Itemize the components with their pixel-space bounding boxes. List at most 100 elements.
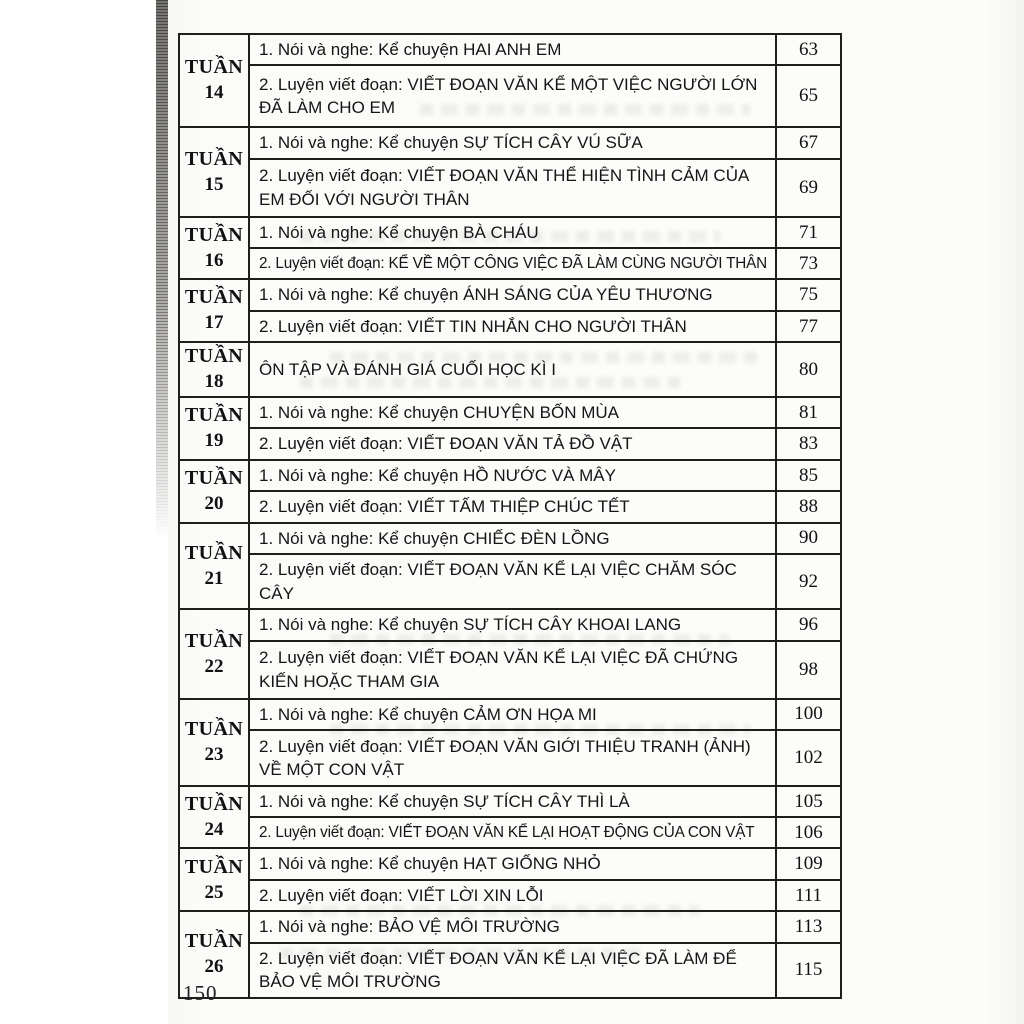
week-label: TUẦN — [184, 792, 244, 815]
week-cell: TUẦN 23 — [178, 697, 250, 788]
page-footer-number: 150 — [183, 981, 218, 1005]
lesson-cell: 2. Luyện viết đoạn: VIẾT TIN NHẮN CHO NG… — [248, 309, 777, 344]
page-number-cell: 106 — [775, 816, 842, 850]
lesson-cell: 1. Nói và nghe: Kể chuyện HAI ANH EM — [248, 32, 777, 67]
week-number: 22 — [204, 655, 224, 677]
page-number-cell: 71 — [775, 215, 842, 250]
week-number: 24 — [204, 818, 224, 840]
table-row: TUẦN 18 ÔN TẬP VÀ ĐÁNH GIÁ CUỐI HỌC KÌ I… — [178, 341, 842, 398]
week-number: 18 — [204, 371, 224, 393]
week-cell: TUẦN 20 — [178, 458, 250, 524]
page-number-cell: 98 — [775, 639, 842, 700]
page-number-cell: 80 — [775, 341, 842, 398]
lesson-cell: 1. Nói và nghe: Kể chuyện CẢM ƠN HỌA MI — [248, 697, 777, 732]
page-number-cell: 100 — [775, 697, 842, 732]
lesson-cell: 2. Luyện viết đoạn: VIẾT ĐOẠN VĂN KỂ LẠI… — [248, 639, 777, 700]
lesson-cell: 2. Luyện viết đoạn: VIẾT ĐOẠN VĂN THỂ HI… — [248, 157, 777, 218]
lesson-cell: 1. Nói và nghe: Kể chuyện SỰ TÍCH CÂY TH… — [248, 785, 777, 819]
week-label: TUẦN — [184, 629, 244, 652]
week-number: 21 — [204, 567, 224, 589]
week-number: 16 — [204, 249, 224, 271]
lesson-cell: 1. Nói và nghe: Kể chuyện HẠT GIỐNG NHỎ — [248, 847, 777, 881]
week-number: 14 — [204, 82, 224, 104]
week-number: 23 — [204, 743, 224, 765]
lesson-cell: 1. Nói và nghe: Kể chuyện BÀ CHÁU — [248, 215, 777, 250]
page-number-cell: 111 — [775, 878, 842, 913]
page-number-cell: 85 — [775, 458, 842, 493]
week-label: TUẦN — [184, 345, 244, 368]
week-cell: TUẦN 19 — [178, 395, 250, 461]
week-cell: TUẦN 14 — [178, 32, 250, 129]
table-row: TUẦN 20 1. Nói và nghe: Kể chuyện HỒ NƯỚ… — [178, 458, 842, 524]
table-row: 2. Luyện viết đoạn: VIẾT ĐOẠN VĂN THỂ HI… — [179, 157, 842, 218]
table-row: TUẦN 14 1. Nói và nghe: Kể chuyện HAI AN… — [178, 32, 842, 129]
week-number: 26 — [204, 956, 224, 978]
lesson-cell: 2. Luyện viết đoạn: VIẾT LỜI XIN LỖI — [248, 878, 777, 913]
week-cell: TUẦN 22 — [178, 608, 250, 700]
page-number-cell: 90 — [775, 521, 842, 556]
page-number-cell: 77 — [775, 309, 842, 344]
page-number-cell: 81 — [775, 395, 842, 430]
book-binding-edge — [156, 0, 168, 540]
lesson-cell: 1. Nói và nghe: Kể chuyện HỒ NƯỚC VÀ MÂY — [248, 458, 777, 493]
week-label: TUẦN — [184, 541, 244, 564]
week-cell: TUẦN 16 — [178, 215, 250, 281]
table-row: TUẦN 25 1. Nói và nghe: Kể chuyện HẠT GI… — [178, 847, 842, 913]
page-number-cell: 102 — [775, 729, 842, 788]
table-row: TUẦN 16 1. Nói và nghe: Kể chuyện BÀ CHÁ… — [178, 215, 842, 281]
week-cell: TUẦN 26 — [178, 910, 250, 999]
week-cell: TUẦN 15 — [178, 126, 250, 218]
week-cell: TUẦN 17 — [178, 278, 250, 344]
lesson-cell: 2. Luyện viết đoạn: VIẾT ĐOẠN VĂN KỂ LẠI… — [248, 941, 777, 999]
table-row: 2. Luyện viết đoạn: VIẾT ĐOẠN VĂN KỂ LẠI… — [179, 941, 842, 999]
table-row: 2. Luyện viết đoạn: VIẾT TẤM THIỆP CHÚC … — [179, 490, 842, 524]
week-label: TUẦN — [184, 466, 244, 489]
lesson-cell: 1. Nói và nghe: Kể chuyện ÁNH SÁNG CỦA Y… — [248, 278, 777, 312]
table-row: TUẦN 19 1. Nói và nghe: Kể chuyện CHUYỆN… — [178, 395, 842, 461]
table-row: TUẦN 26 1. Nói và nghe: BẢO VỆ MÔI TRƯỜN… — [178, 910, 842, 999]
week-label: TUẦN — [184, 223, 244, 246]
lesson-cell: 2. Luyện viết đoạn: VIẾT ĐOẠN VĂN KỂ LẠI… — [248, 816, 777, 850]
table-row: TUẦN 22 1. Nói và nghe: Kể chuyện SỰ TÍC… — [178, 608, 842, 700]
lesson-cell: 1. Nói và nghe: BẢO VỆ MÔI TRƯỜNG — [248, 910, 777, 944]
week-number: 20 — [204, 492, 224, 514]
page-number-cell: 67 — [775, 126, 842, 160]
table-row: TUẦN 23 1. Nói và nghe: Kể chuyện CẢM ƠN… — [178, 697, 842, 788]
page-number-cell: 96 — [775, 608, 842, 642]
table-row: TUẦN 17 1. Nói và nghe: Kể chuyện ÁNH SÁ… — [178, 278, 842, 344]
toc-table: TUẦN 14 1. Nói và nghe: Kể chuyện HAI AN… — [178, 32, 842, 999]
week-number: 25 — [204, 881, 224, 903]
lesson-cell: 2. Luyện viết đoạn: VIẾT ĐOẠN VĂN TẢ ĐỒ … — [248, 427, 777, 461]
table-row: 2. Luyện viết đoạn: VIẾT ĐOẠN VĂN GIỚI T… — [179, 729, 842, 788]
table-row: TUẦN 15 1. Nói và nghe: Kể chuyện SỰ TÍC… — [178, 126, 842, 218]
page-number-cell: 69 — [775, 157, 842, 218]
page-number-cell: 73 — [775, 247, 842, 281]
week-number: 15 — [204, 173, 224, 195]
table-row: 2. Luyện viết đoạn: VIẾT ĐOẠN VĂN TẢ ĐỒ … — [179, 427, 842, 461]
page-number-cell: 105 — [775, 785, 842, 819]
week-number: 19 — [204, 430, 224, 452]
page-number-cell: 92 — [775, 553, 842, 611]
page-number-cell: 113 — [775, 910, 842, 944]
lesson-cell: 2. Luyện viết đoạn: VIẾT TẤM THIỆP CHÚC … — [248, 490, 777, 524]
page-number-cell: 88 — [775, 490, 842, 524]
week-cell: TUẦN 24 — [178, 785, 250, 850]
lesson-cell: 2. Luyện viết đoạn: VIẾT ĐOẠN VĂN KỂ LẠI… — [248, 553, 777, 611]
lesson-cell: 1. Nói và nghe: Kể chuyện CHUYỆN BỐN MÙA — [248, 395, 777, 430]
lesson-cell: 1. Nói và nghe: Kể chuyện SỰ TÍCH CÂY VÚ… — [248, 126, 777, 160]
table-row: TUẦN 21 1. Nói và nghe: Kể chuyện CHIẾC … — [178, 521, 842, 611]
page-number-cell: 115 — [775, 941, 842, 999]
table-row: 2. Luyện viết đoạn: VIẾT ĐOẠN VĂN KỂ LẠI… — [179, 816, 842, 850]
page-number-cell: 83 — [775, 427, 842, 461]
lesson-cell: ÔN TẬP VÀ ĐÁNH GIÁ CUỐI HỌC KÌ I — [248, 341, 777, 398]
table-row: 2. Luyện viết đoạn: VIẾT TIN NHẮN CHO NG… — [179, 309, 842, 344]
week-label: TUẦN — [184, 930, 244, 953]
week-cell: TUẦN 18 — [178, 341, 250, 398]
lesson-cell: 1. Nói và nghe: Kể chuyện SỰ TÍCH CÂY KH… — [248, 608, 777, 642]
lesson-cell: 2. Luyện viết đoạn: VIẾT ĐOẠN VĂN KỂ MỘT… — [248, 64, 777, 129]
week-label: TUẦN — [184, 147, 244, 170]
week-number: 17 — [204, 312, 224, 334]
week-label: TUẦN — [184, 404, 244, 427]
page-number-cell: 63 — [775, 32, 842, 67]
week-label: TUẦN — [184, 855, 244, 878]
